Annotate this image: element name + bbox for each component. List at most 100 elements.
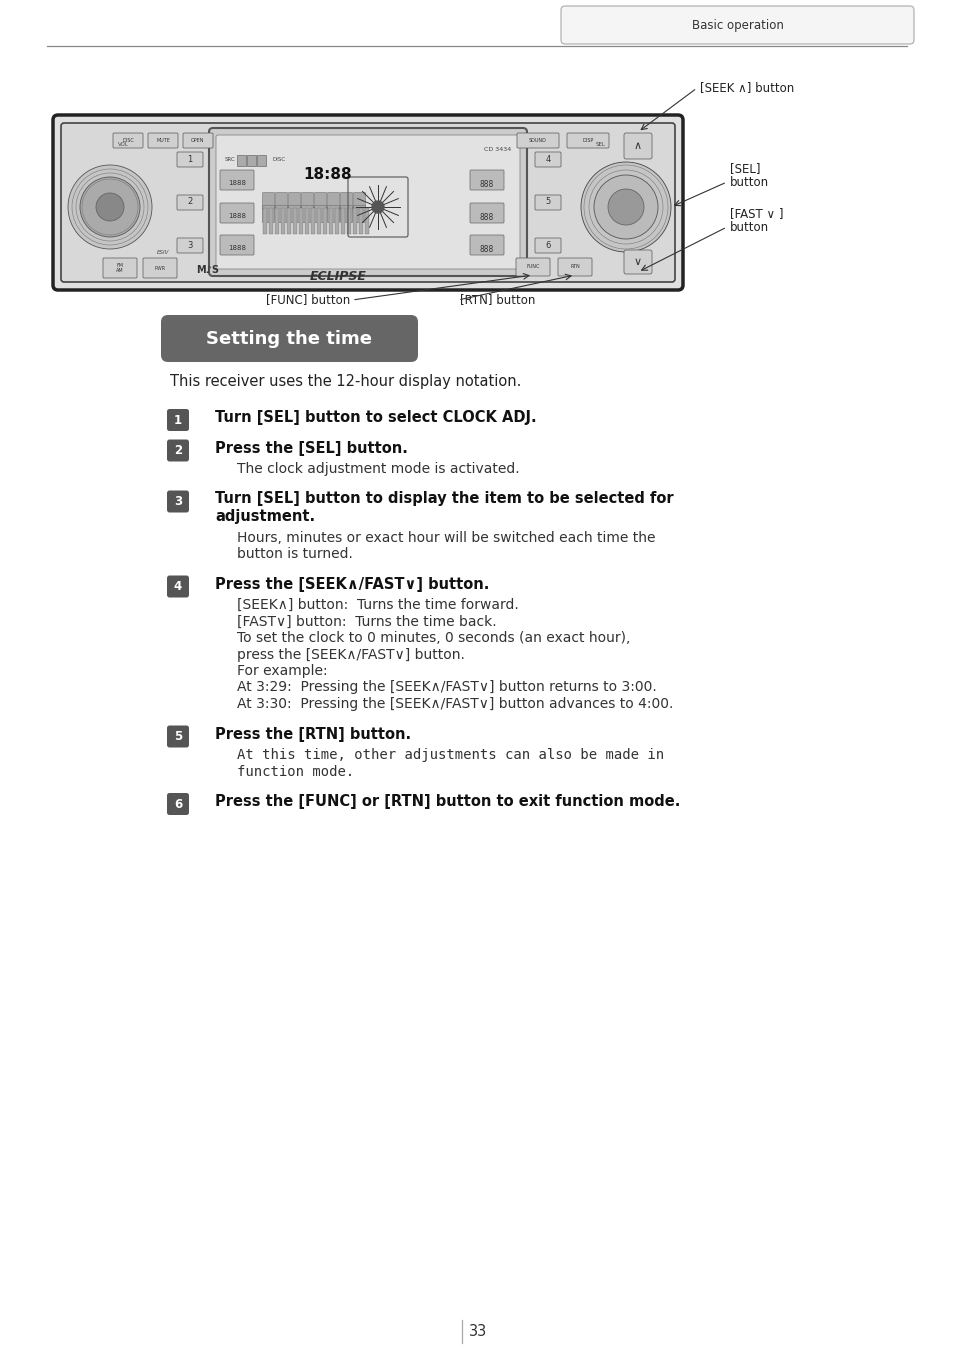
Circle shape [372, 201, 384, 213]
FancyBboxPatch shape [167, 491, 189, 512]
Text: DISC: DISC [122, 137, 133, 142]
FancyBboxPatch shape [354, 206, 365, 222]
Text: DISP: DISP [581, 137, 593, 142]
Text: 2: 2 [173, 444, 182, 457]
Text: 3: 3 [187, 240, 193, 249]
Text: ESIV: ESIV [156, 251, 169, 256]
FancyBboxPatch shape [623, 251, 651, 274]
Text: Basic operation: Basic operation [691, 19, 782, 31]
FancyBboxPatch shape [220, 169, 253, 190]
FancyBboxPatch shape [275, 206, 287, 222]
FancyBboxPatch shape [177, 238, 203, 253]
FancyBboxPatch shape [287, 207, 291, 234]
FancyBboxPatch shape [103, 257, 137, 278]
Circle shape [607, 188, 643, 225]
FancyBboxPatch shape [293, 207, 297, 234]
Circle shape [96, 192, 124, 221]
Text: 888: 888 [479, 245, 494, 253]
FancyBboxPatch shape [262, 192, 274, 210]
Circle shape [80, 178, 140, 237]
Text: Press the [FUNC] or [RTN] button to exit function mode.: Press the [FUNC] or [RTN] button to exit… [214, 794, 679, 809]
FancyBboxPatch shape [516, 257, 550, 276]
FancyBboxPatch shape [623, 133, 651, 159]
Text: function mode.: function mode. [236, 764, 354, 779]
FancyBboxPatch shape [269, 207, 273, 234]
FancyBboxPatch shape [301, 192, 314, 210]
FancyBboxPatch shape [183, 133, 213, 148]
FancyBboxPatch shape [314, 206, 326, 222]
FancyBboxPatch shape [558, 257, 592, 276]
FancyBboxPatch shape [327, 206, 339, 222]
FancyBboxPatch shape [167, 409, 189, 431]
Text: 1888: 1888 [228, 245, 246, 251]
Text: 4: 4 [545, 154, 550, 164]
FancyBboxPatch shape [215, 136, 519, 270]
FancyBboxPatch shape [288, 192, 300, 210]
Text: 3: 3 [173, 495, 182, 508]
FancyBboxPatch shape [322, 207, 327, 234]
Text: [FAST ∨ ]: [FAST ∨ ] [729, 207, 782, 220]
Text: At 3:30:  Pressing the [SEEK∧/FAST∨] button advances to 4:00.: At 3:30: Pressing the [SEEK∧/FAST∨] butt… [236, 696, 673, 711]
FancyBboxPatch shape [112, 133, 143, 148]
FancyBboxPatch shape [311, 207, 314, 234]
FancyBboxPatch shape [314, 192, 326, 210]
Text: 5: 5 [173, 730, 182, 743]
Text: FUNC: FUNC [526, 264, 539, 270]
Text: PWR: PWR [154, 266, 166, 271]
FancyBboxPatch shape [247, 154, 256, 165]
FancyBboxPatch shape [335, 207, 339, 234]
Text: Press the [SEL] button.: Press the [SEL] button. [214, 440, 408, 455]
FancyBboxPatch shape [298, 207, 303, 234]
FancyBboxPatch shape [288, 206, 300, 222]
Text: For example:: For example: [236, 664, 327, 678]
FancyBboxPatch shape [262, 207, 267, 234]
Text: button: button [729, 221, 768, 234]
Text: button is turned.: button is turned. [236, 547, 353, 561]
Text: FM
AM: FM AM [116, 263, 124, 274]
Text: Turn [SEL] button to display the item to be selected for: Turn [SEL] button to display the item to… [214, 492, 673, 507]
FancyBboxPatch shape [220, 234, 253, 255]
Text: SOUND: SOUND [529, 137, 546, 142]
FancyBboxPatch shape [161, 314, 417, 362]
FancyBboxPatch shape [143, 257, 177, 278]
Text: OPEN: OPEN [191, 137, 205, 142]
Text: Turn [SEL] button to select CLOCK ADJ.: Turn [SEL] button to select CLOCK ADJ. [214, 411, 536, 425]
Circle shape [594, 175, 658, 238]
Text: DISC: DISC [273, 157, 286, 163]
FancyBboxPatch shape [280, 207, 285, 234]
FancyBboxPatch shape [262, 206, 274, 222]
Text: ∨: ∨ [634, 257, 641, 267]
FancyBboxPatch shape [353, 207, 356, 234]
FancyBboxPatch shape [535, 238, 560, 253]
Text: Hours, minutes or exact hour will be switched each time the: Hours, minutes or exact hour will be swi… [236, 531, 655, 545]
FancyBboxPatch shape [340, 192, 352, 210]
Text: 888: 888 [479, 180, 494, 188]
FancyBboxPatch shape [327, 192, 339, 210]
Text: M♪S: M♪S [196, 266, 219, 275]
Text: 5: 5 [545, 198, 550, 206]
Text: This receiver uses the 12-hour display notation.: This receiver uses the 12-hour display n… [170, 374, 521, 389]
FancyBboxPatch shape [301, 206, 314, 222]
Text: 1888: 1888 [228, 180, 246, 186]
Text: To set the clock to 0 minutes, 0 seconds (an exact hour),: To set the clock to 0 minutes, 0 seconds… [236, 631, 630, 645]
Text: ∧: ∧ [634, 141, 641, 150]
FancyBboxPatch shape [354, 192, 365, 210]
FancyBboxPatch shape [209, 127, 526, 276]
FancyBboxPatch shape [304, 207, 309, 234]
Text: 888: 888 [479, 213, 494, 222]
FancyBboxPatch shape [167, 439, 189, 462]
Text: SEL: SEL [596, 142, 605, 146]
FancyBboxPatch shape [275, 192, 287, 210]
Text: ECLIPSE: ECLIPSE [309, 271, 366, 283]
FancyBboxPatch shape [470, 234, 503, 255]
Text: 18:88: 18:88 [303, 167, 352, 182]
Text: 6: 6 [545, 240, 550, 249]
Text: [FAST∨] button:  Turns the time back.: [FAST∨] button: Turns the time back. [236, 615, 497, 629]
Text: 6: 6 [173, 798, 182, 810]
Text: 1: 1 [173, 413, 182, 427]
Text: Press the [SEEK∧/FAST∨] button.: Press the [SEEK∧/FAST∨] button. [214, 576, 489, 592]
FancyBboxPatch shape [329, 207, 333, 234]
Text: [RTN] button: [RTN] button [459, 294, 535, 306]
Text: button: button [729, 176, 768, 188]
FancyBboxPatch shape [177, 195, 203, 210]
